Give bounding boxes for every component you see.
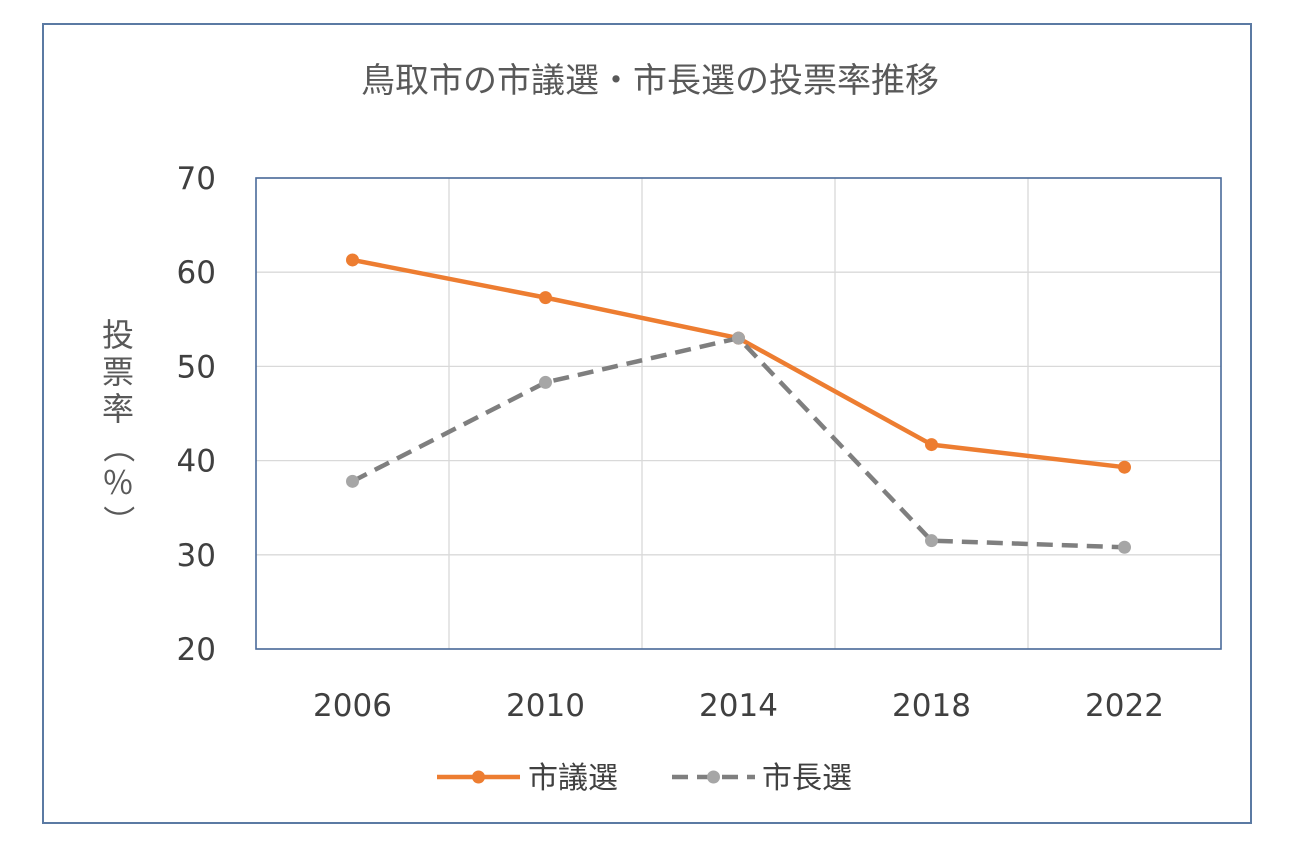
data-point (925, 438, 938, 452)
x-tick-label: 2014 (699, 688, 778, 724)
x-tick-label: 2010 (506, 688, 585, 724)
y-tick-label: 50 (177, 349, 216, 385)
y-axis-label-char: ） (99, 505, 137, 537)
chart-frame (42, 23, 1252, 824)
legend-swatch-marker (472, 770, 485, 784)
data-point (732, 331, 745, 345)
data-point (346, 474, 359, 488)
data-point (539, 291, 552, 305)
y-axis-label-char: （ (99, 431, 137, 463)
legend-label: 市長選 (762, 761, 852, 796)
series-line-1 (351, 335, 1125, 550)
x-tick-label: 2022 (1085, 688, 1164, 724)
y-axis-label-char: 票 (102, 353, 134, 391)
y-tick-label: 20 (177, 632, 216, 668)
x-axis-ticks: 2006 2010 2014 2018 2022 (313, 688, 1164, 724)
data-point (1118, 460, 1131, 474)
grid (255, 177, 1222, 650)
plot-area-border (255, 177, 1222, 650)
series (346, 253, 1131, 554)
legend: 市議選 市長選 (437, 761, 852, 796)
legend-swatch-marker (707, 770, 720, 784)
x-tick-label: 2018 (892, 688, 971, 724)
series-line-0 (352, 257, 1125, 470)
y-tick-label: 70 (177, 161, 216, 197)
legend-label: 市議選 (528, 761, 618, 796)
y-tick-label: 60 (177, 255, 216, 291)
y-axis-label-char: 率 (102, 390, 134, 428)
data-point (1118, 540, 1131, 554)
data-point (539, 375, 552, 389)
x-tick-label: 2006 (313, 688, 392, 724)
chart-title: 鳥取市の市議選・市長選の投票率推移 (361, 61, 939, 101)
data-point (346, 253, 359, 267)
y-axis-ticks: 20 30 40 50 60 70 (177, 161, 216, 668)
data-point (925, 534, 938, 548)
y-tick-label: 40 (177, 444, 216, 480)
y-tick-label: 30 (177, 538, 216, 574)
y-axis-label-char: 投 (102, 316, 134, 354)
y-axis-label-char: ％ (102, 464, 134, 502)
y-axis-label: 投票率（％） (99, 316, 137, 537)
